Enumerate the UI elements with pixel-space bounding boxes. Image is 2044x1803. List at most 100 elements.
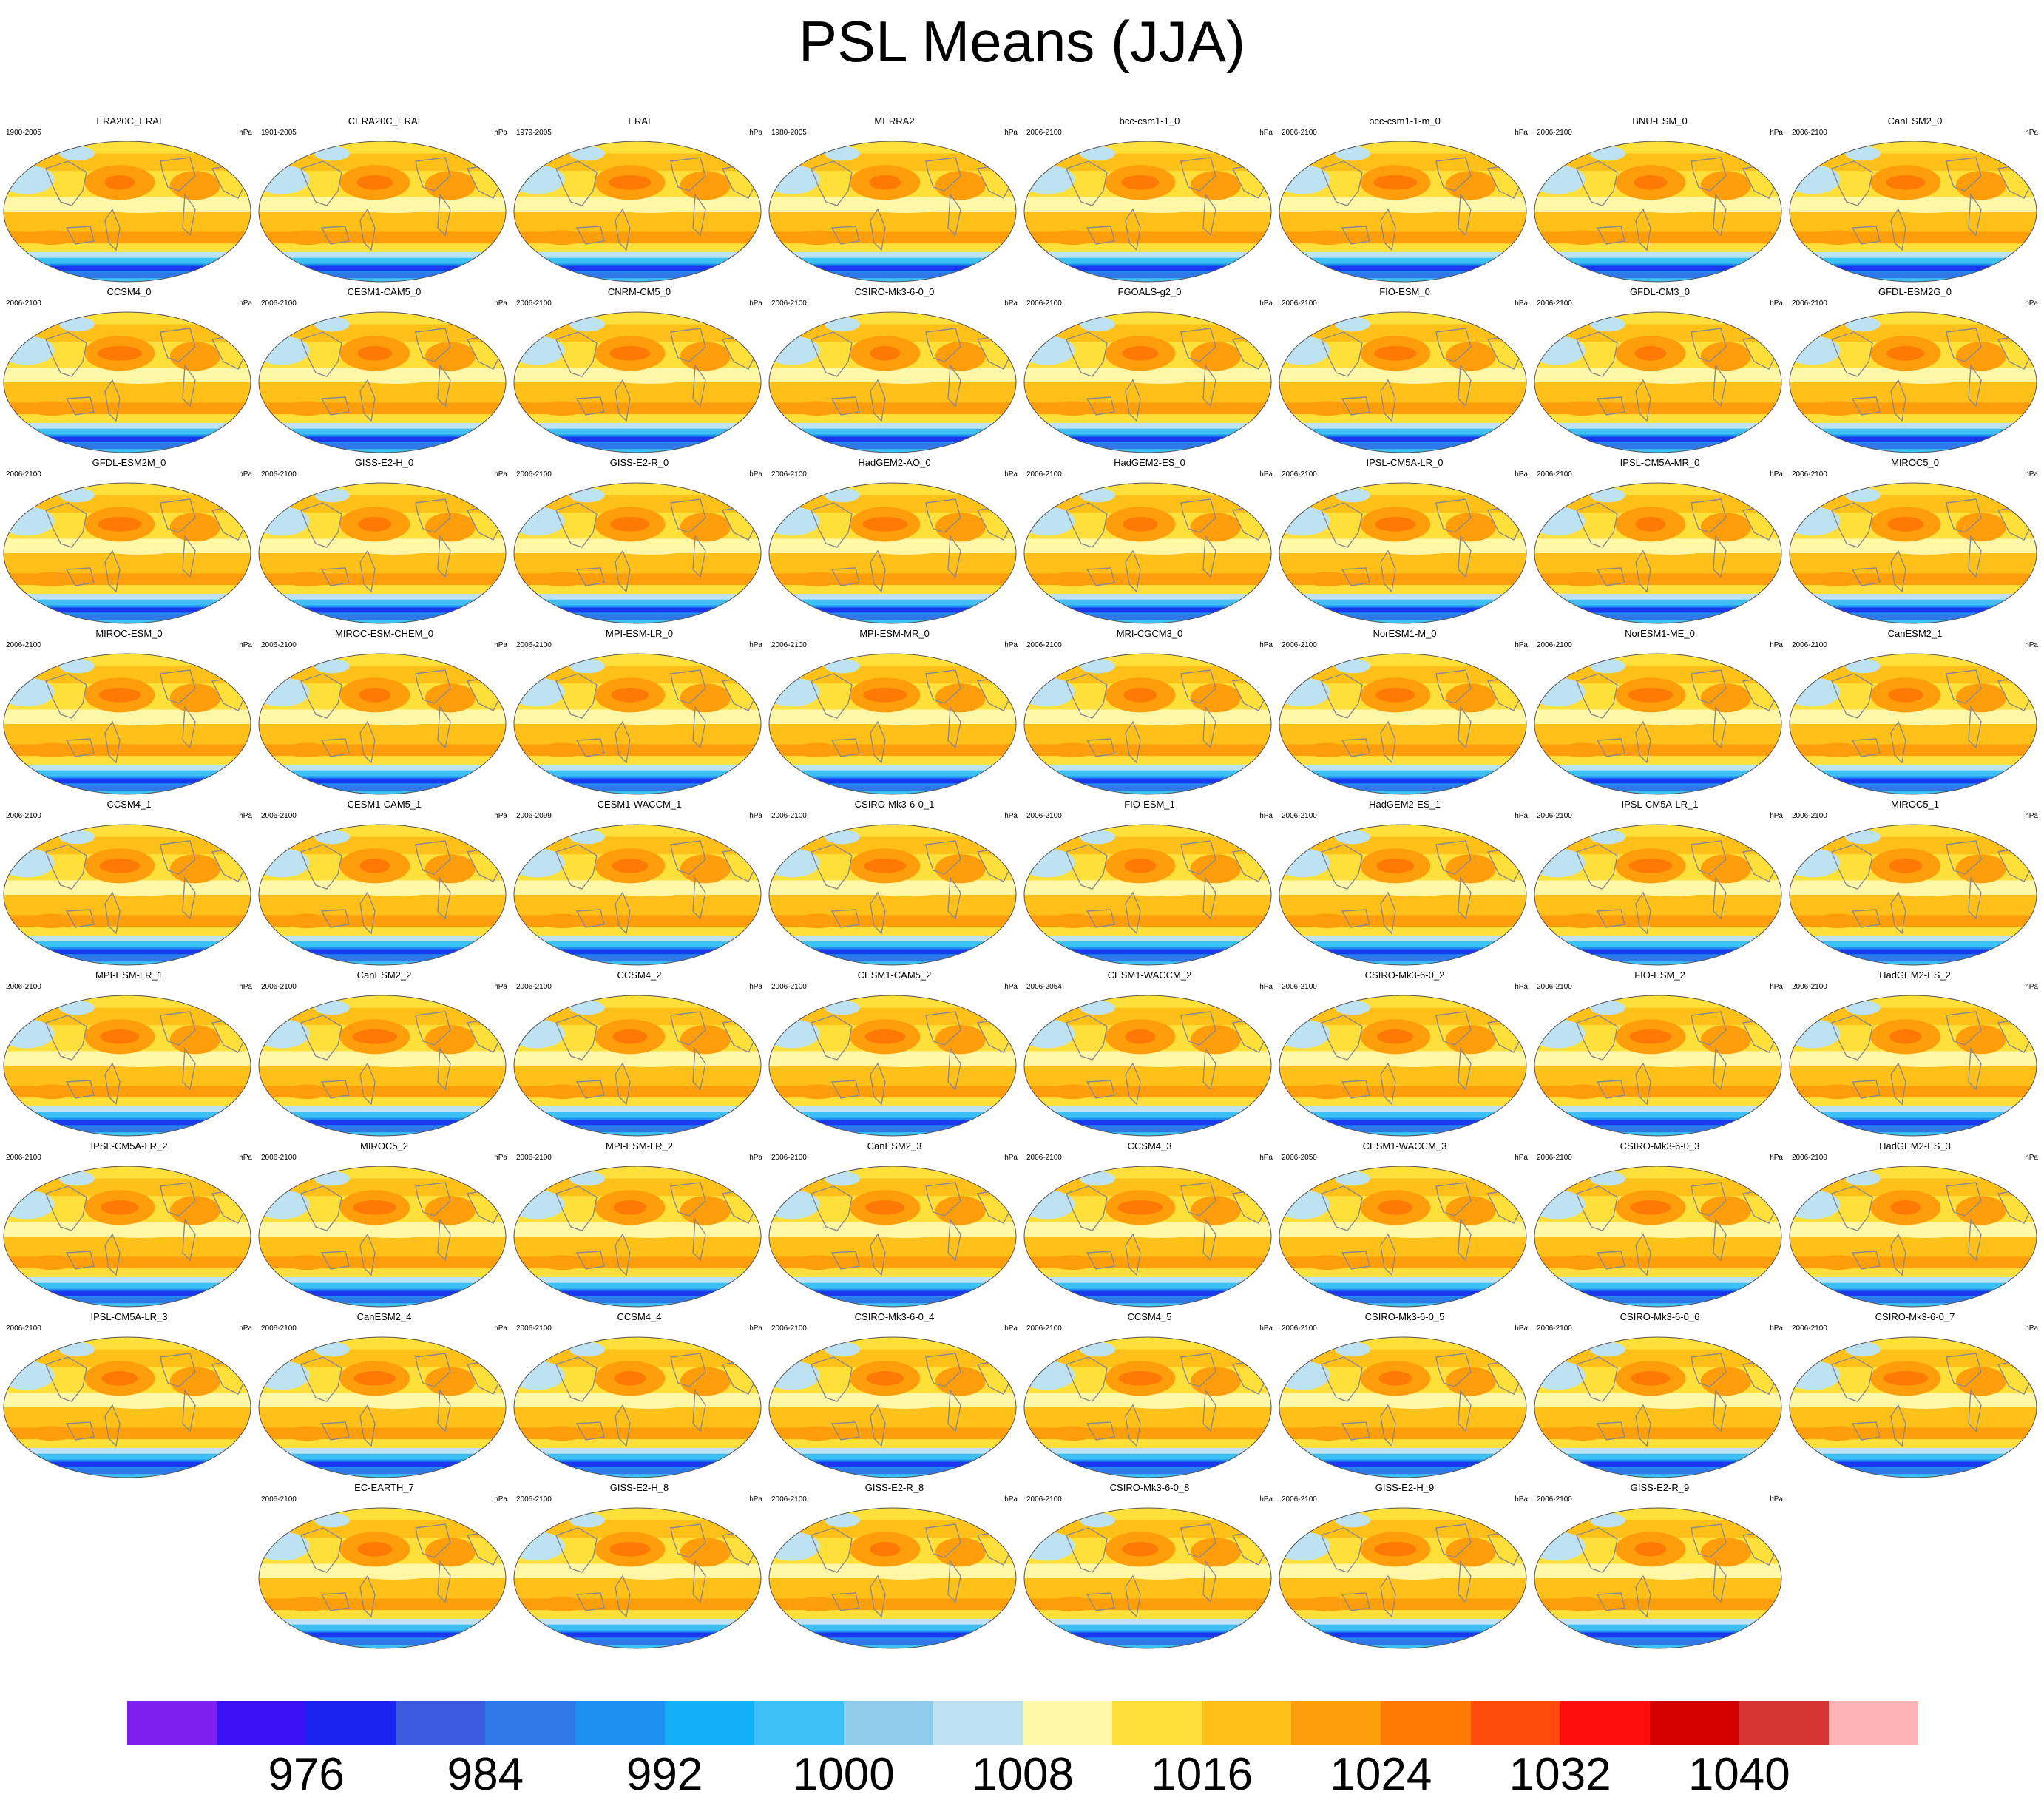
map-plot — [768, 824, 1017, 966]
map-plot — [768, 995, 1017, 1137]
map-panel: GFDL-ESM2G_0 2006-2100 hPa — [1787, 286, 2043, 458]
panel-title: MERRA2 — [874, 115, 915, 126]
panel-title: NorESM1-M_0 — [1373, 628, 1437, 639]
panel-title: GISS-E2-H_8 — [609, 1482, 669, 1493]
map-panel: CNRM-CM5_0 2006-2100 hPa — [512, 286, 767, 458]
panel-title: bcc-csm1-1_0 — [1119, 115, 1180, 126]
panel-unit: hPa — [1770, 470, 1783, 478]
panel-years: 2006-2100 — [1537, 1325, 1572, 1333]
map-plot — [1023, 311, 1272, 453]
panel-title: GISS-E2-R_8 — [864, 1482, 924, 1493]
panel-unit: hPa — [239, 1154, 252, 1162]
map-panel: CCSM4_5 2006-2100 hPa — [1022, 1311, 1277, 1483]
panel-title: MIROC5_1 — [1890, 799, 1940, 810]
panel-title: HadGEM2-ES_2 — [1879, 970, 1951, 981]
map-plot — [768, 1336, 1017, 1478]
map-plot — [1534, 1507, 1782, 1649]
panel-title: CCSM4_3 — [1127, 1140, 1172, 1151]
panel-unit: hPa — [1004, 1495, 1018, 1503]
panel-title: NorESM1-ME_0 — [1625, 628, 1695, 639]
panel-title: GISS-E2-R_0 — [609, 457, 669, 468]
colorbar-bin — [1112, 1701, 1202, 1745]
panel-years: 1901-2005 — [261, 129, 297, 137]
panel-years: 2006-2100 — [1792, 129, 1827, 137]
panel-years: 2006-2100 — [516, 983, 552, 991]
panel-years: 2006-2100 — [771, 1495, 807, 1503]
panel-unit: hPa — [1770, 983, 1783, 991]
map-plot — [1534, 653, 1782, 795]
panel-unit: hPa — [1515, 1495, 1528, 1503]
colorbar-bin — [1023, 1701, 1113, 1745]
colorbar-bin — [575, 1701, 666, 1745]
panel-unit: hPa — [1259, 1495, 1273, 1503]
panel-years: 2006-2100 — [1282, 812, 1317, 820]
panel-title: CCSM4_0 — [106, 286, 152, 297]
panel-years: 2006-2100 — [261, 983, 297, 991]
panel-years: 2006-2100 — [1537, 983, 1572, 991]
map-plot — [1789, 141, 2037, 283]
map-panel: HadGEM2-ES_1 2006-2100 hPa — [1277, 799, 1532, 970]
panel-title: MPI-ESM-MR_0 — [859, 628, 930, 639]
map-panel: GISS-E2-H_8 2006-2100 hPa — [512, 1482, 767, 1654]
panel-unit: hPa — [2025, 300, 2038, 308]
map-panel: GISS-E2-R_0 2006-2100 hPa — [512, 457, 767, 629]
panel-years: 2006-2100 — [6, 641, 41, 649]
map-panel: MPI-ESM-LR_2 2006-2100 hPa — [512, 1140, 767, 1312]
panel-unit: hPa — [2025, 1154, 2038, 1162]
panel-title: FIO-ESM_2 — [1634, 970, 1685, 981]
map-plot — [1789, 311, 2037, 453]
panel-unit: hPa — [2025, 129, 2038, 137]
panel-title: CanESM2_4 — [356, 1311, 412, 1322]
panel-title: CCSM4_2 — [617, 970, 662, 981]
panel-unit: hPa — [749, 1495, 762, 1503]
panel-title: CanESM2_0 — [1887, 115, 1943, 126]
map-panel: FIO-ESM_1 2006-2100 hPa — [1022, 799, 1277, 970]
panel-years: 2006-2050 — [1282, 1154, 1317, 1162]
panel-years: 2006-2100 — [6, 1154, 41, 1162]
panel-unit: hPa — [494, 129, 507, 137]
map-plot — [1279, 1166, 1527, 1308]
map-panel: CCSM4_1 2006-2100 hPa — [1, 799, 257, 970]
map-plot — [258, 653, 507, 795]
map-panel: EC-EARTH_7 2006-2100 hPa — [257, 1482, 512, 1654]
panel-years: 2006-2100 — [771, 1154, 807, 1162]
panel-years: 2006-2100 — [1026, 129, 1062, 137]
map-plot — [1534, 1166, 1782, 1308]
panel-unit: hPa — [1515, 1325, 1528, 1333]
panel-years: 2006-2100 — [261, 300, 297, 308]
map-panel: CCSM4_2 2006-2100 hPa — [512, 970, 767, 1141]
map-panel: GISS-E2-R_8 2006-2100 hPa — [767, 1482, 1022, 1654]
map-panel: CCSM4_3 2006-2100 hPa — [1022, 1140, 1277, 1312]
panel-years: 2006-2100 — [1282, 129, 1317, 137]
map-plot — [513, 1507, 762, 1649]
panel-years: 2006-2100 — [1026, 641, 1062, 649]
map-plot — [3, 1336, 251, 1478]
colorbar-bin — [933, 1701, 1023, 1745]
colorbar-bin — [1381, 1701, 1471, 1745]
panel-years: 2006-2100 — [1282, 983, 1317, 991]
colorbar-tick-label: 1000 — [792, 1749, 895, 1800]
colorbar-tick-label: 1016 — [1151, 1749, 1253, 1800]
panel-title: CESM1-WACCM_3 — [1362, 1140, 1447, 1151]
panel-years: 2006-2100 — [1537, 641, 1572, 649]
colorbar-tick-label: 992 — [626, 1749, 703, 1800]
map-plot — [1534, 995, 1782, 1137]
map-panel: CSIRO-Mk3-6-0_3 2006-2100 hPa — [1532, 1140, 1787, 1312]
map-panel: CESM1-WACCM_2 2006-2054 hPa — [1022, 970, 1277, 1141]
map-plot — [3, 141, 251, 283]
panel-unit: hPa — [2025, 1325, 2038, 1333]
map-panel: MPI-ESM-LR_0 2006-2100 hPa — [512, 628, 767, 799]
map-plot — [1534, 482, 1782, 624]
map-panel: MERRA2 1980-2005 hPa — [767, 115, 1022, 287]
panel-unit: hPa — [494, 812, 507, 820]
panel-years: 2006-2100 — [1026, 1325, 1062, 1333]
panel-unit: hPa — [1259, 470, 1273, 478]
panel-title: GFDL-ESM2M_0 — [92, 457, 166, 468]
map-plot — [1279, 1336, 1527, 1478]
map-plot — [1279, 1507, 1527, 1649]
panel-unit: hPa — [749, 983, 762, 991]
panel-unit: hPa — [239, 983, 252, 991]
map-plot — [3, 1166, 251, 1308]
map-panel: NorESM1-M_0 2006-2100 hPa — [1277, 628, 1532, 799]
map-plot — [258, 482, 507, 624]
